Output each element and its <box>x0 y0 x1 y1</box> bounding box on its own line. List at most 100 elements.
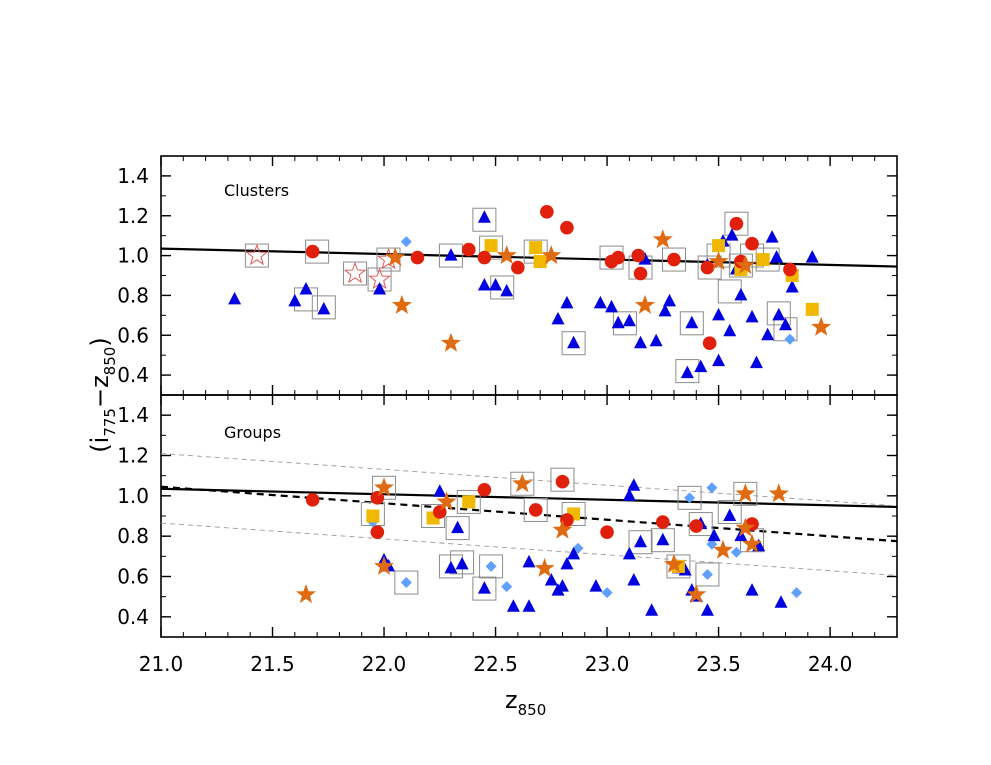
groups-point-star <box>664 553 684 573</box>
groups-point-triangle <box>774 595 788 608</box>
clusters-point-circle <box>540 204 554 219</box>
clusters-point-star <box>391 294 412 314</box>
groups-point-box <box>666 554 691 579</box>
groups-point-triangle <box>627 478 641 491</box>
clusters-point-diamond <box>784 333 796 345</box>
clusters-point-circle <box>560 220 574 235</box>
groups-ytick-label: 1.0 <box>117 484 149 508</box>
groups-point-star <box>552 519 573 539</box>
clusters-point-box <box>311 295 336 320</box>
groups-point-star <box>436 491 457 511</box>
clusters-point-triangle <box>634 335 648 349</box>
clusters-point-triangle <box>712 353 726 367</box>
clusters-point-triangle <box>749 355 763 369</box>
clusters-point-circle <box>700 260 715 275</box>
groups-point-star <box>534 557 555 577</box>
groups-point-triangle <box>707 528 721 542</box>
y-axis-title-sub-775: 775 <box>101 408 119 437</box>
clusters-point-circle <box>511 260 525 275</box>
y-axis-title-sub-850: 850 <box>101 347 119 376</box>
clusters-point-box <box>661 247 686 272</box>
groups-point-star <box>686 584 707 604</box>
groups-point-diamond <box>791 587 803 599</box>
clusters-ytick-label: 0.6 <box>117 323 149 347</box>
clusters-point-star <box>496 245 517 265</box>
clusters-point-star <box>811 316 832 336</box>
groups-point-star <box>735 517 756 537</box>
clusters-point-triangle <box>605 299 619 313</box>
clusters-point-triangle <box>712 307 726 321</box>
groups-point-triangle <box>656 532 670 546</box>
clusters-point-square <box>533 255 547 269</box>
clusters-point-square <box>529 241 543 255</box>
clusters-point-circle <box>667 252 681 267</box>
clusters-point-star <box>385 247 406 267</box>
groups-point-triangle <box>455 556 469 570</box>
clusters-point-box <box>438 243 463 268</box>
groups-point-triangle <box>622 488 636 501</box>
groups-point-star <box>735 483 756 503</box>
clusters-point-triangle <box>725 228 739 241</box>
clusters-point-triangle <box>772 307 786 321</box>
groups-ytick-label: 1.2 <box>117 444 149 468</box>
groups-point-triangle <box>506 599 520 612</box>
groups-point-triangle <box>444 560 458 574</box>
clusters-point-box <box>728 253 753 278</box>
y-axis-title: (i775−z850) <box>86 337 119 452</box>
groups-point-box <box>677 485 702 510</box>
groups-point-box <box>628 530 653 555</box>
groups-point-circle <box>528 503 543 517</box>
x-axis-title-subscript: 850 <box>518 701 547 719</box>
groups-point-star <box>374 555 394 575</box>
clusters-point-circle <box>477 250 492 265</box>
x-tick-label: 22.0 <box>362 652 407 676</box>
groups-point-diamond <box>706 482 718 494</box>
clusters-point-hollow-star <box>245 243 269 266</box>
groups-point-circle <box>555 474 570 489</box>
y-axis-title-minus-z: −z <box>86 375 114 408</box>
groups-point-triangle <box>555 579 569 592</box>
groups-point-box <box>688 512 713 537</box>
groups-point-triangle <box>477 581 491 594</box>
groups-point-diamond <box>400 577 412 589</box>
groups-point-star <box>296 584 316 604</box>
clusters-point-diamond <box>400 236 412 248</box>
groups-point-triangle <box>745 583 759 596</box>
groups-point-circle <box>305 493 320 507</box>
groups-point-box <box>479 554 504 579</box>
groups-point-box <box>372 475 397 500</box>
clusters-point-circle <box>783 262 797 277</box>
clusters-ytick-label: 0.8 <box>117 283 149 307</box>
clusters-point-triangle <box>489 277 503 291</box>
x-axis-title: z850 <box>505 686 546 719</box>
groups-point-circle <box>600 525 614 539</box>
clusters-point-triangle <box>560 295 574 309</box>
groups-point-triangle <box>700 603 714 616</box>
clusters-point-circle <box>631 248 646 263</box>
x-tick-label: 23.0 <box>585 652 630 676</box>
groups-lower-scatter-line <box>160 522 898 576</box>
clusters-point-box <box>343 261 368 286</box>
x-tick-label: 21.0 <box>139 652 184 676</box>
clusters-point-triangle <box>622 313 636 327</box>
clusters-point-triangle <box>649 333 663 347</box>
clusters-point-triangle <box>288 293 302 307</box>
groups-point-triangle <box>589 579 603 592</box>
groups-point-diamond <box>501 581 513 593</box>
clusters-point-triangle <box>778 317 792 331</box>
x-tick-label: 23.5 <box>696 652 741 676</box>
clusters-ytick-label: 1.4 <box>117 164 149 188</box>
clusters-point-triangle <box>444 248 458 261</box>
groups-panel-label: Groups <box>224 423 281 442</box>
clusters-point-box <box>724 211 749 236</box>
clusters-point-circle <box>611 250 626 265</box>
clusters-point-box <box>766 301 791 326</box>
clusters-point-box <box>479 235 504 260</box>
groups-point-circle <box>432 505 447 519</box>
clusters-point-triangle <box>680 365 694 379</box>
clusters-point-triangle <box>299 281 313 295</box>
groups-point-diamond <box>485 560 497 572</box>
groups-ytick-label: 0.8 <box>117 524 149 548</box>
clusters-point-triangle <box>685 315 699 329</box>
